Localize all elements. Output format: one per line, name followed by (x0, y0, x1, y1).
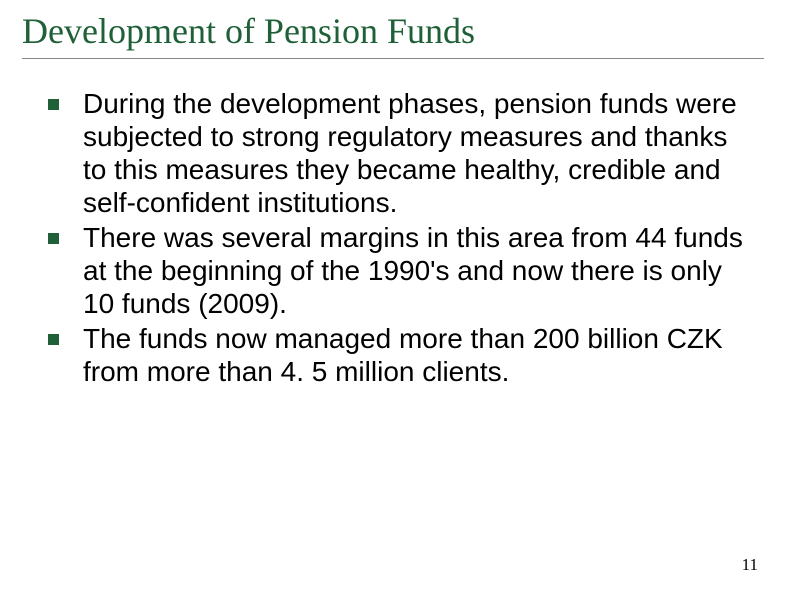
bullet-square-icon (48, 99, 59, 110)
slide-title: Development of Pension Funds (22, 10, 764, 59)
bullet-item: There was several margins in this area f… (48, 221, 754, 320)
bullet-square-icon (48, 233, 59, 244)
bullet-text: The funds now managed more than 200 bill… (83, 322, 754, 388)
bullet-square-icon (48, 334, 59, 345)
slide-content: During the development phases, pension f… (20, 87, 764, 388)
bullet-text: There was several margins in this area f… (83, 221, 754, 320)
page-number: 11 (742, 555, 758, 575)
bullet-text: During the development phases, pension f… (83, 87, 754, 219)
bullet-item: The funds now managed more than 200 bill… (48, 322, 754, 388)
slide-container: Development of Pension Funds During the … (0, 0, 794, 595)
bullet-item: During the development phases, pension f… (48, 87, 754, 219)
